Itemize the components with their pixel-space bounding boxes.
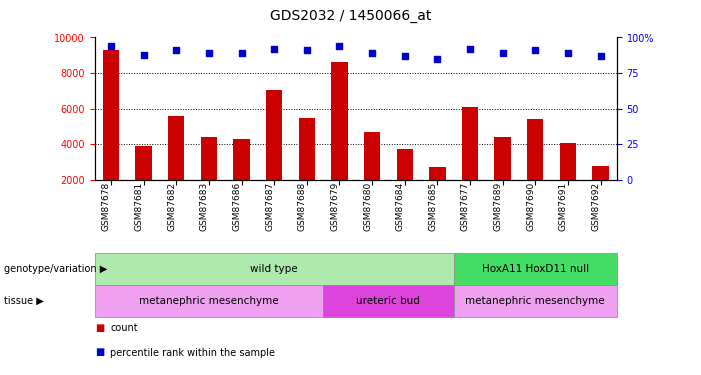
Point (562, 50, 573, 56)
Point (236, 50, 247, 56)
Text: GSM87682: GSM87682 (168, 182, 176, 231)
Bar (299, 118, 315, 180)
Point (464, 46, 475, 52)
Text: GSM87689: GSM87689 (494, 182, 503, 231)
Bar (560, 142, 576, 180)
Point (170, 47, 182, 53)
Text: GSM87691: GSM87691 (559, 182, 568, 231)
Bar (494, 137, 511, 180)
Bar (103, 50, 119, 180)
Point (595, 53, 606, 59)
Text: HoxA11 HoxD11 null: HoxA11 HoxD11 null (482, 264, 589, 274)
Text: GSM87690: GSM87690 (526, 182, 536, 231)
Text: GSM87683: GSM87683 (200, 182, 209, 231)
Bar (462, 107, 478, 180)
Text: GSM87677: GSM87677 (461, 182, 470, 231)
Text: GSM87692: GSM87692 (592, 182, 601, 231)
Text: GSM87680: GSM87680 (363, 182, 372, 231)
Bar (200, 137, 217, 180)
Text: GSM87678: GSM87678 (102, 182, 111, 231)
Text: count: count (110, 323, 137, 333)
Text: GSM87688: GSM87688 (298, 182, 307, 231)
Point (530, 47, 541, 53)
Point (268, 46, 280, 52)
Bar (527, 118, 543, 180)
Point (105, 43, 116, 49)
Text: GDS2032 / 1450066_at: GDS2032 / 1450066_at (270, 9, 431, 23)
Text: metanephric mesenchyme: metanephric mesenchyme (139, 296, 279, 306)
Text: GSM87681: GSM87681 (135, 182, 144, 231)
Bar (135, 146, 151, 180)
Text: percentile rank within the sample: percentile rank within the sample (110, 348, 275, 357)
Text: genotype/variation ▶: genotype/variation ▶ (4, 264, 107, 274)
Text: ■: ■ (95, 323, 104, 333)
Text: wild type: wild type (250, 264, 298, 274)
Bar (429, 166, 446, 180)
Text: GSM87684: GSM87684 (396, 182, 404, 231)
Point (432, 56, 443, 62)
Text: GSM87687: GSM87687 (265, 182, 274, 231)
Bar (168, 116, 184, 180)
Bar (266, 90, 283, 180)
Point (203, 50, 215, 56)
Text: GSM87685: GSM87685 (428, 182, 437, 231)
Point (367, 50, 378, 56)
Text: ureteric bud: ureteric bud (357, 296, 421, 306)
Bar (397, 149, 413, 180)
Point (399, 53, 410, 59)
Bar (332, 62, 348, 180)
Text: GSM87679: GSM87679 (330, 182, 339, 231)
Point (334, 43, 345, 49)
Point (301, 47, 313, 53)
Text: GSM87686: GSM87686 (233, 182, 242, 231)
Bar (592, 166, 608, 180)
Bar (364, 132, 380, 180)
Text: ■: ■ (95, 348, 104, 357)
Bar (233, 139, 250, 180)
Text: tissue ▶: tissue ▶ (4, 296, 43, 306)
Point (138, 52, 149, 58)
Point (497, 50, 508, 56)
Text: metanephric mesenchyme: metanephric mesenchyme (465, 296, 605, 306)
